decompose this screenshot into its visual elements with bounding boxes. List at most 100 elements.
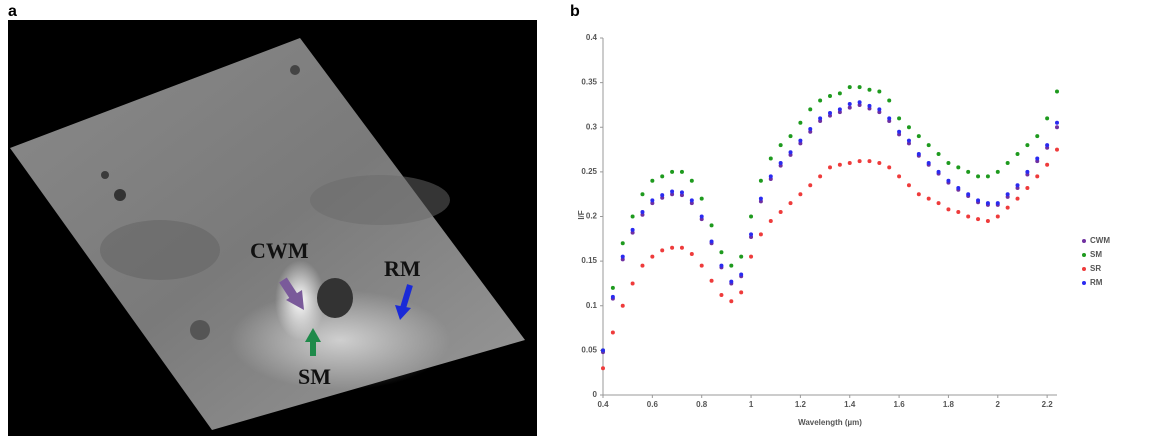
data-point <box>847 160 852 165</box>
data-point <box>650 178 655 183</box>
data-point <box>946 178 951 183</box>
data-point <box>916 134 921 139</box>
y-tick-label: 0.1 <box>586 301 598 310</box>
data-point <box>818 174 823 179</box>
x-axis-title: Wavelength (µm) <box>798 418 862 427</box>
data-point <box>798 120 803 125</box>
y-axis-title: I/F <box>577 210 586 219</box>
data-point <box>906 125 911 130</box>
data-point <box>620 303 625 308</box>
data-point <box>1025 185 1030 190</box>
data-point <box>828 94 832 99</box>
data-point <box>1055 125 1059 130</box>
data-point <box>670 245 675 250</box>
data-point <box>828 165 832 170</box>
data-point <box>610 330 615 335</box>
y-tick-label: 0 <box>593 390 598 399</box>
data-point <box>837 107 842 112</box>
data-point <box>985 218 990 223</box>
data-point <box>670 189 675 194</box>
data-point <box>768 156 773 161</box>
image-annotation: CWM <box>250 238 309 263</box>
data-point <box>887 165 892 170</box>
data-point <box>857 159 862 164</box>
data-point <box>788 150 793 155</box>
data-point <box>630 214 635 219</box>
data-point <box>798 192 803 197</box>
data-point <box>749 254 754 259</box>
data-point <box>857 100 862 105</box>
data-point <box>689 178 694 183</box>
data-point <box>798 138 803 143</box>
data-point <box>808 183 813 188</box>
x-tick-label: 0.4 <box>597 400 609 409</box>
data-point <box>867 103 872 108</box>
y-tick-label: 0.25 <box>581 167 597 176</box>
data-point <box>1005 192 1010 197</box>
data-point <box>1005 160 1010 165</box>
data-point <box>837 91 842 96</box>
legend-label: SR <box>1090 264 1101 273</box>
data-point <box>699 263 704 268</box>
y-tick-label: 0.15 <box>581 256 597 265</box>
data-point <box>956 210 961 215</box>
legend-marker <box>1082 281 1086 285</box>
data-point <box>867 87 872 92</box>
data-point <box>630 281 635 286</box>
x-tick-label: 2 <box>996 400 1001 409</box>
data-point <box>956 185 961 190</box>
data-point <box>610 294 615 299</box>
data-point <box>976 174 981 179</box>
y-tick-label: 0.3 <box>586 122 598 131</box>
data-point <box>818 98 823 103</box>
data-point <box>887 116 892 121</box>
data-point <box>946 160 951 165</box>
data-point <box>985 201 990 206</box>
data-point <box>699 196 704 201</box>
data-point <box>778 210 783 215</box>
data-point <box>719 250 724 255</box>
data-point <box>847 105 852 110</box>
x-tick-label: 0.6 <box>647 400 659 409</box>
data-point <box>857 85 862 90</box>
data-point <box>719 293 724 298</box>
data-point <box>778 143 783 148</box>
x-tick-label: 2.2 <box>1042 400 1054 409</box>
data-point <box>906 138 911 143</box>
data-point <box>788 134 793 139</box>
legend-label: SM <box>1090 250 1102 259</box>
data-point <box>739 290 744 295</box>
data-point <box>1055 120 1059 125</box>
data-point <box>739 272 744 277</box>
data-point <box>926 160 931 165</box>
data-point <box>936 169 941 174</box>
data-point <box>709 223 714 228</box>
data-point <box>1035 134 1040 139</box>
data-point <box>768 218 773 223</box>
data-point <box>1025 143 1030 148</box>
data-point <box>640 263 645 268</box>
data-point <box>788 201 793 206</box>
surface-image <box>8 20 537 436</box>
y-tick-label: 0.4 <box>586 33 598 42</box>
data-point <box>689 198 694 203</box>
data-point <box>729 263 734 268</box>
data-point <box>660 193 665 198</box>
data-point <box>630 227 635 232</box>
data-point <box>650 254 655 259</box>
data-point <box>749 232 754 237</box>
y-tick-label: 0.35 <box>581 78 597 87</box>
data-point <box>1025 169 1030 174</box>
data-point <box>995 169 1000 174</box>
data-point <box>758 232 763 237</box>
data-point <box>946 207 951 212</box>
data-point <box>1045 116 1050 121</box>
data-point <box>837 162 842 167</box>
data-point <box>897 116 902 121</box>
data-point <box>689 251 694 256</box>
data-point <box>709 278 714 283</box>
data-point <box>906 183 911 188</box>
data-point <box>887 98 892 103</box>
